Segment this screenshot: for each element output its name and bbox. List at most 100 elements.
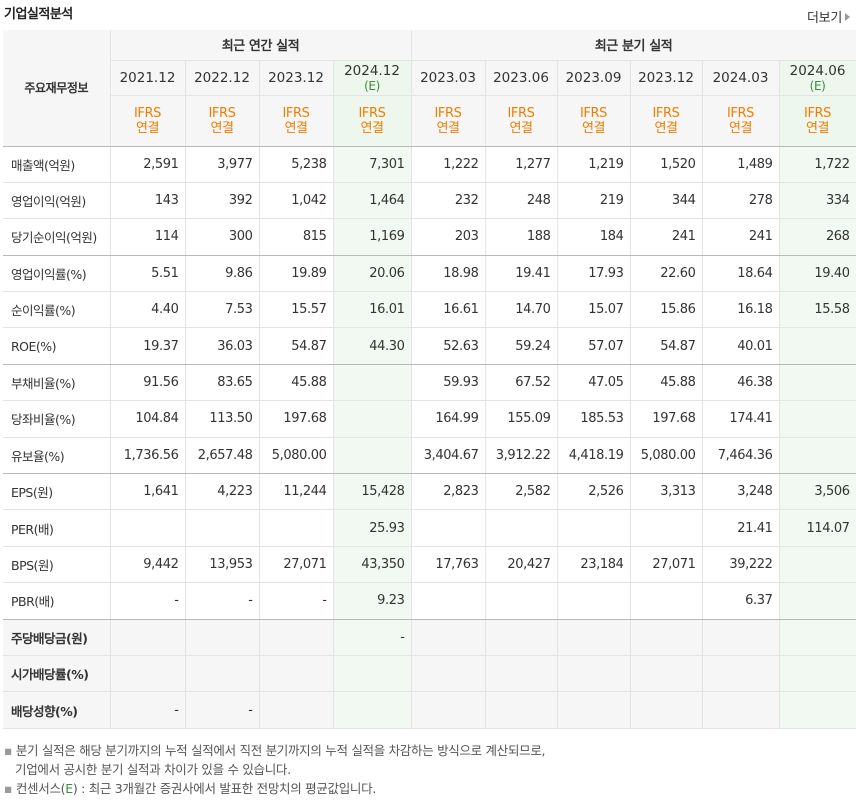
column-basis-0: IFRS 연결 [110,95,186,147]
table-cell: 13,953 [185,546,260,584]
table-cell: 2,582 [485,473,558,511]
table-cell: 83.65 [185,364,260,402]
table-cell: 15,428 [333,473,412,511]
table-cell [333,364,412,402]
table-cell: 17,763 [410,546,486,584]
row-label: EPS(원) [3,473,111,511]
table-cell [779,619,856,656]
table-row: 시가배당률(%) [3,655,856,693]
column-date-0: 2021.12 [110,60,186,96]
table-cell: 392 [185,182,260,220]
table-row: PER(배) 25.93 21.41 114.07 [3,509,856,547]
table-cell: 16.61 [410,291,486,329]
table-cell: 67.52 [485,364,558,402]
table-cell: 1,641 [110,473,186,511]
bullet-icon: ▪ [4,781,16,796]
ifrs-label: IFRS [134,105,161,121]
table-cell: 44.30 [333,327,412,365]
basis-label: 연결 [728,120,753,136]
table-cell: 1,169 [333,218,412,256]
table-cell: 197.68 [630,400,703,438]
table-row: PBR(배) - - -9.23 6.37 [3,582,856,620]
table-cell: 27,071 [259,546,334,584]
table-row: 유보율(%) 1,736.56 2,657.48 5,080.00 3,404.67 3,… [3,437,856,475]
table-cell: 1,722 [779,146,856,183]
table-cell: 7,464.36 [702,437,780,475]
more-link[interactable]: 더보기 [807,7,850,26]
table-cell [779,546,856,584]
row-label: 영업이익(억원) [3,182,111,220]
table-cell: 3,912.22 [485,437,558,475]
basis-label: 연결 [284,120,308,136]
table-cell: 164.99 [410,400,486,438]
table-cell [410,691,486,729]
table-cell [630,582,703,620]
ifrs-label: IFRS [434,105,462,121]
column-basis-7: IFRS 연결 [630,95,703,147]
column-date-label: 2021.12 [119,69,176,86]
ifrs-label: IFRS [580,105,607,121]
table-cell: 203 [410,218,486,256]
table-cell [485,509,558,547]
table-cell: 19.41 [485,255,558,293]
column-basis-5: IFRS 연결 [485,95,558,147]
table-cell: 1,489 [702,146,780,183]
chevron-right-icon [845,13,850,21]
table-cell: 241 [630,218,703,256]
table-row: ROE(%) 19.37 36.03 54.87 44.30 52.63 59.24 57.0… [3,327,856,365]
table-cell: 54.87 [630,327,703,365]
table-cell: 7.53 [185,291,260,329]
financial-table: 주요재무정보 최근 연간 실적 최근 분기 실적 2021.12 2022.12 2… [3,30,856,729]
table-cell: 300 [185,218,260,256]
table-cell [779,327,856,365]
table-cell [779,364,856,402]
ifrs-label: IFRS [507,105,535,121]
table-cell: 59.93 [410,364,486,402]
ifrs-label: IFRS [358,105,386,121]
table-cell: 20.06 [333,255,412,293]
row-label: ROE(%) [3,327,111,365]
table-cell [185,509,260,547]
table-cell: 19.37 [110,327,186,365]
table-cell [557,582,631,620]
table-cell [557,509,631,547]
table-cell: 9.86 [185,255,260,293]
row-label: 영업이익률(%) [3,255,111,293]
row-label: BPS(원) [3,546,111,584]
row-label: PBR(배) [3,582,111,620]
table-cell: 16.18 [702,291,780,329]
footnote-consensus: ▪ 컨센서스(E) : 최근 3개월간 증권사에서 발표한 전망치의 평균값입니… [4,781,376,796]
column-date-label: 2023.06 [493,69,549,86]
basis-label: 연결 [360,120,384,136]
table-cell: 43,350 [333,546,412,584]
table-cell [259,691,334,729]
table-cell: 268 [779,218,856,256]
table-cell: 113.50 [185,400,260,438]
table-row: EPS(원) 1,641 4,223 11,244 15,428 2,823 2,582 2,… [3,473,856,511]
table-cell [185,655,260,693]
row-label: 당좌비율(%) [3,400,111,438]
table-cell: 114 [110,218,186,256]
table-cell: 2,591 [110,146,186,183]
column-basis-6: IFRS 연결 [557,95,631,147]
table-cell: 278 [702,182,780,220]
table-cell [110,655,186,693]
table-cell: 1,219 [557,146,631,183]
table-cell: 248 [485,182,558,220]
basis-label: 연결 [210,120,234,136]
basis-label: 연결 [581,120,606,136]
table-cell: - [110,582,186,620]
table-cell: 46.38 [702,364,780,402]
more-label: 더보기 [807,11,842,26]
column-date-2: 2023.12 [259,60,334,96]
table-cell [557,655,631,693]
table-cell: 20,427 [485,546,558,584]
table-cell: 4.40 [110,291,186,329]
quarter-group-header: 최근 분기 실적 [410,30,856,61]
basis-label: 연결 [805,120,830,136]
table-cell: 104.84 [110,400,186,438]
column-date-1: 2022.12 [185,60,260,96]
table-cell: 15.57 [259,291,334,329]
table-cell: 5,238 [259,146,334,183]
table-cell [630,691,703,729]
